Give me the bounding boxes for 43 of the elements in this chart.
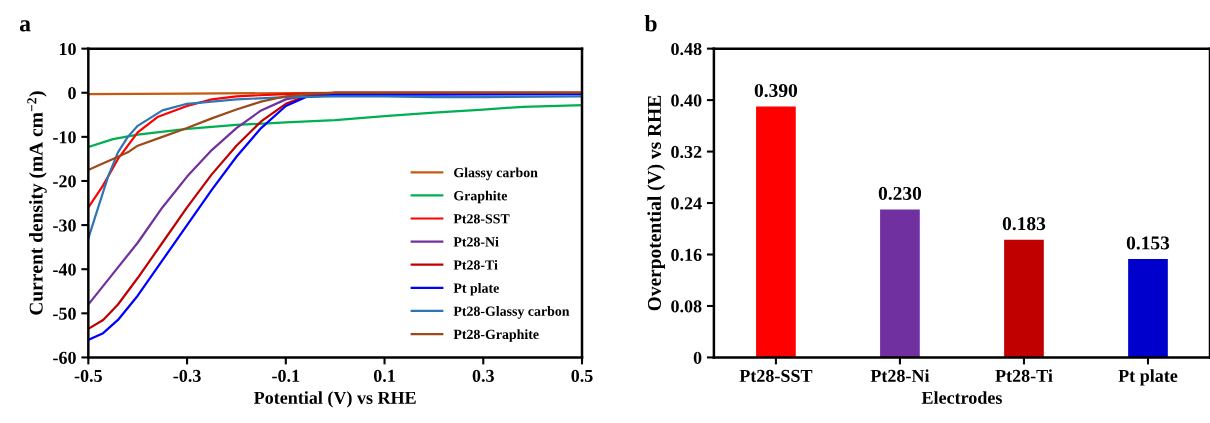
y-tick-label: -30	[53, 219, 76, 232]
x-tick-label: 0.3	[472, 369, 494, 383]
chart-title: b	[644, 14, 657, 32]
legend-label: Pt28-Graphite	[453, 329, 539, 342]
y-tick-label: 0.40	[671, 94, 702, 107]
y-tick-label: -20	[53, 175, 76, 188]
x-tick-label: Pt28-Ti	[995, 369, 1053, 382]
y-tick-label: -10	[53, 131, 76, 144]
data-label: 0.390	[754, 83, 798, 98]
x-tick-label: -0.1	[272, 369, 300, 383]
legend-label: Pt plate	[453, 283, 499, 296]
x-tick-label: -0.3	[173, 369, 201, 383]
data-label: 0.153	[1126, 236, 1170, 250]
data-label: 0.230	[878, 186, 922, 201]
y-tick-label: 0.32	[671, 145, 702, 159]
y-axis-title: Overpotential (V) vs RHE	[647, 95, 665, 311]
y-tick-label: 0.48	[671, 42, 702, 56]
legend-label: Pt28-Ti	[453, 259, 498, 270]
y-tick-label: -60	[53, 351, 76, 364]
legend-label: Pt28-SST	[453, 214, 510, 224]
x-tick-label: Pt28-Ni	[870, 369, 930, 382]
x-tick-label: 0.1	[373, 369, 395, 383]
legend-label: Graphite	[454, 190, 508, 204]
y-tick-label: -40	[53, 263, 76, 276]
x-tick-label: -0.5	[74, 369, 102, 383]
y-tick-label: 0	[693, 351, 702, 364]
legend-label: Glassy carbon	[454, 167, 538, 181]
x-axis-title: Electrodes	[921, 391, 1002, 404]
y-tick-label: -50	[53, 307, 76, 320]
y-tick-label: 0	[68, 87, 76, 100]
y-tick-label: 10	[59, 42, 76, 56]
x-tick-label: 0.5	[571, 369, 593, 383]
legend-label: Pt28-Ni	[453, 236, 499, 247]
chart-title: a	[19, 20, 31, 32]
y-tick-label: 0.24	[671, 197, 702, 210]
x-tick-label: Pt28-SST	[739, 369, 813, 382]
x-tick-label: Pt plate	[1118, 369, 1178, 386]
y-axis-title: Current density (mA cm$^{−2}$)	[27, 91, 47, 315]
data-label: 0.183	[1002, 217, 1046, 231]
y-tick-label: 0.16	[671, 248, 702, 262]
legend-label: Pt28-Glassy carbon	[453, 306, 570, 319]
x-axis-title: Potential (V) vs RHE	[253, 391, 416, 408]
y-tick-label: 0.08	[671, 300, 702, 313]
